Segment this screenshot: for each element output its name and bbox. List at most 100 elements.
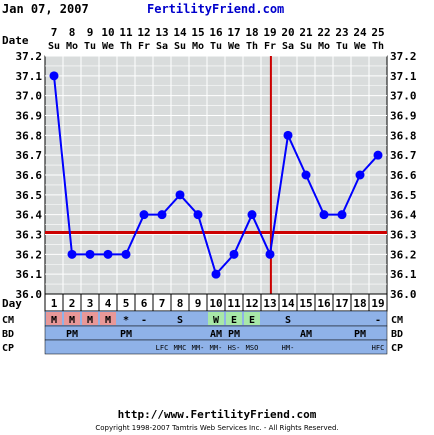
temperature-point <box>247 210 257 220</box>
cp-value: MM- <box>210 344 223 352</box>
site-link[interactable]: FertilityFriend.com <box>147 2 285 16</box>
row-label-cm: CM <box>2 315 14 326</box>
temperature-point <box>283 130 293 140</box>
cm-cell-menses <box>82 312 98 325</box>
cycle-day-label: 7 <box>159 297 166 310</box>
date-tick-label: 18 <box>245 26 258 39</box>
cycle-day-label: 10 <box>209 297 222 310</box>
weekday-tick-label: Mo <box>66 41 78 52</box>
y-tick-label-left: 36.6 <box>16 169 43 182</box>
date-tick-label: 10 <box>101 26 114 39</box>
cycle-day-label: 15 <box>299 297 312 310</box>
cycle-day-label: 16 <box>317 297 331 310</box>
cm-value: - <box>141 315 147 326</box>
weekday-tick-label: Th <box>246 41 258 52</box>
weekday-tick-label: Tu <box>84 41 96 52</box>
row-label-bd: BD <box>2 329 14 340</box>
y-tick-label-left: 37.1 <box>16 70 43 83</box>
date-tick-label: 17 <box>227 26 240 39</box>
cp-value: HM- <box>282 344 295 352</box>
temperature-point <box>103 249 113 259</box>
cm-cell-menses <box>46 312 62 325</box>
weekday-tick-label: Fr <box>264 41 276 52</box>
row-label-bd-right: BD <box>391 329 403 340</box>
cycle-day-label: 18 <box>353 297 366 310</box>
cm-value: - <box>375 315 381 326</box>
y-tick-label-right: 36.5 <box>390 189 417 202</box>
date-tick-label: 21 <box>299 26 313 39</box>
bd-value: AM <box>300 329 312 340</box>
y-tick-label-right: 36.7 <box>390 149 417 162</box>
y-tick-label-right: 36.0 <box>390 288 417 301</box>
temperature-point <box>67 249 77 259</box>
bd-value: AM <box>210 329 222 340</box>
y-tick-label-left: 37.2 <box>16 50 43 63</box>
footer-url[interactable]: http://www.FertilityFriend.com <box>117 408 317 421</box>
weekday-tick-label: Th <box>372 41 384 52</box>
y-tick-label-right: 36.1 <box>390 268 417 281</box>
date-tick-label: 7 <box>51 26 58 39</box>
cm-value: W <box>213 315 220 326</box>
cycle-day-label: 8 <box>177 297 184 310</box>
temperature-point <box>229 249 239 259</box>
weekday-tick-label: Tu <box>336 41 348 52</box>
temperature-point <box>193 210 203 220</box>
y-tick-label-left: 36.3 <box>16 229 43 242</box>
bd-value: PM <box>354 329 366 340</box>
cm-value: S <box>285 315 291 326</box>
temperature-point <box>85 249 95 259</box>
temperature-point <box>265 249 275 259</box>
weekday-tick-label: We <box>102 41 114 52</box>
y-tick-label-right: 36.9 <box>390 110 417 123</box>
cycle-day-label: 4 <box>105 297 112 310</box>
y-tick-label-left: 36.8 <box>16 129 43 142</box>
cm-value: E <box>249 315 255 326</box>
temperature-point <box>121 249 131 259</box>
y-tick-label-left: 36.2 <box>16 248 43 261</box>
cycle-day-label: 11 <box>227 297 241 310</box>
y-tick-label-right: 36.3 <box>390 229 417 242</box>
weekday-tick-label: Sa <box>156 41 168 52</box>
weekday-tick-label: We <box>228 41 240 52</box>
date-tick-label: 12 <box>137 26 150 39</box>
date-tick-label: 15 <box>191 26 204 39</box>
date-tick-label: 25 <box>371 26 384 39</box>
y-tick-label-right: 36.4 <box>390 209 417 222</box>
cycle-day-label: 12 <box>245 297 258 310</box>
date-tick-label: 22 <box>317 26 330 39</box>
y-tick-label-left: 37.0 <box>16 90 43 103</box>
weekday-tick-label: We <box>354 41 366 52</box>
date-tick-label: 16 <box>209 26 223 39</box>
cm-value: * <box>123 315 129 326</box>
cm-value: M <box>105 315 111 326</box>
cycle-day-label: 13 <box>263 297 276 310</box>
cm-value: M <box>51 315 57 326</box>
date-tick-label: 11 <box>119 26 133 39</box>
temperature-point <box>301 170 311 180</box>
cp-value: LFC <box>156 344 169 352</box>
weekday-tick-label: Su <box>300 41 312 52</box>
temperature-point <box>139 210 149 220</box>
y-tick-label-right: 37.1 <box>390 70 417 83</box>
footer-copyright: Copyright 1998-2007 Tamtris Web Services… <box>95 424 339 432</box>
temperature-point <box>175 190 185 200</box>
weekday-tick-label: Th <box>120 41 132 52</box>
y-tick-label-left: 36.5 <box>16 189 43 202</box>
weekday-tick-label: Su <box>174 41 186 52</box>
date-tick-label: 14 <box>173 26 187 39</box>
temperature-point <box>319 210 329 220</box>
date-tick-label: 20 <box>281 26 294 39</box>
weekday-tick-label: Su <box>48 41 60 52</box>
cycle-day-label: 14 <box>281 297 295 310</box>
cycle-day-label: 17 <box>335 297 348 310</box>
cycle-day-label: 2 <box>69 297 76 310</box>
cp-value: MM- <box>192 344 205 352</box>
bd-value: PM <box>66 329 78 340</box>
date-tick-label: 13 <box>155 26 168 39</box>
date-tick-label: 9 <box>87 26 94 39</box>
temperature-point <box>49 71 59 81</box>
y-tick-label-left: 36.4 <box>16 209 43 222</box>
temperature-point <box>355 170 365 180</box>
